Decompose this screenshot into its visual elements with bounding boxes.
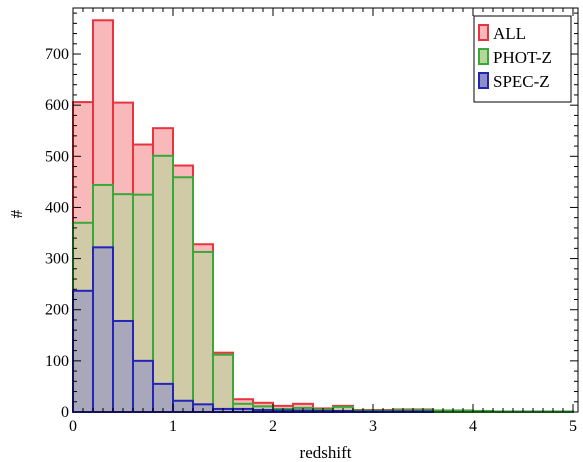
x-tick-label: 1 [169,418,177,435]
y-tick-label: 700 [45,46,69,63]
legend-label-spec-z: SPEC-Z [493,72,550,91]
y-tick-label: 300 [45,251,69,268]
x-tick-label: 3 [369,418,377,435]
legend-box [473,15,572,103]
x-tick-labels: 0 1 2 3 4 5 [69,418,577,435]
legend: ALL PHOT-Z SPEC-Z [473,15,572,103]
legend-label-phot-z: PHOT-Z [493,48,552,67]
y-tick-label: 200 [45,302,69,319]
y-tick-label: 400 [45,199,69,216]
x-tick-label: 2 [269,418,277,435]
y-axis-label: # [7,209,26,218]
bar-phot-z-7 [212,353,234,414]
y-tick-label: 100 [45,353,69,370]
bar-spec-z-1 [92,246,114,413]
x-tick-label: 0 [69,418,77,435]
y-tick-label: 500 [45,148,69,165]
legend-swatch-spec-z [478,72,489,89]
legend-swatch-phot-z [478,48,489,65]
y-tick-label: 600 [45,97,69,114]
bar-phot-z-4 [152,154,174,413]
bar-spec-z-3 [132,359,154,413]
plot-frame [72,7,579,413]
bar-spec-z-2 [112,319,134,413]
x-tick-label: 5 [569,418,577,435]
x-axis-label: redshift [300,443,352,462]
y-tick-labels: 0 100 200 300 400 500 600 700 [45,46,69,421]
bar-spec-z-0 [72,289,94,413]
legend-label-all: ALL [493,24,526,43]
bar-spec-z-4 [152,382,174,413]
y-tick-label: 0 [61,404,69,421]
bar-phot-z-6 [192,250,214,413]
axis-ticks [72,8,578,413]
legend-swatch-all [478,24,489,41]
x-tick-label: 4 [469,418,477,435]
bar-phot-z-5 [172,176,194,413]
